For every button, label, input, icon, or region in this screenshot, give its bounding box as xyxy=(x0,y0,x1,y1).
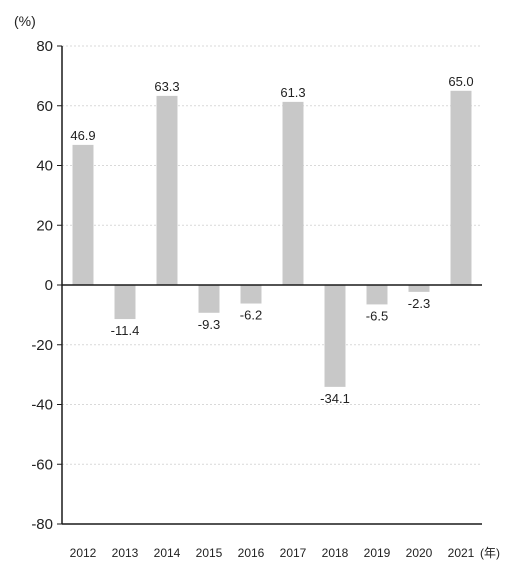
bars xyxy=(72,90,472,387)
y-tick-label: -40 xyxy=(31,397,53,414)
x-axis-unit-label: (年) xyxy=(480,546,500,560)
data-label-2019: -6.5 xyxy=(366,308,388,323)
data-label-2018: -34.1 xyxy=(320,391,350,406)
bar-2013 xyxy=(114,285,136,320)
bar-2019 xyxy=(366,285,388,305)
data-label-2014: 63.3 xyxy=(154,79,179,94)
x-tick-label: 2015 xyxy=(196,546,223,560)
data-label-2021: 65.0 xyxy=(448,74,473,89)
data-label-2016: -6.2 xyxy=(240,308,262,323)
x-tick-label: 2013 xyxy=(112,546,139,560)
y-tick-label: -60 xyxy=(31,456,53,473)
x-tick-label: 2016 xyxy=(238,546,265,560)
x-tick-labels: 2012 2013 2014 2015 2016 2017 2018 2019 2020 2021 xyxy=(70,546,475,560)
bar-2021 xyxy=(450,90,472,285)
bar-2020 xyxy=(408,285,430,292)
bar-2016 xyxy=(240,285,262,304)
x-tick-label: 2018 xyxy=(322,546,349,560)
bar-2012 xyxy=(72,144,94,285)
data-label-2013: -11.4 xyxy=(111,323,140,338)
x-tick-label: 2019 xyxy=(364,546,391,560)
data-label-2015: -9.3 xyxy=(198,317,220,332)
y-tick-label: 20 xyxy=(36,217,53,234)
axes xyxy=(57,45,482,525)
bar-2015 xyxy=(198,285,220,313)
bar-2017 xyxy=(282,101,304,286)
x-tick-label: 2021 xyxy=(448,546,475,560)
data-label-2012: 46.9 xyxy=(70,128,95,143)
y-tick-labels: 80 60 40 20 0 -20 -40 -60 -80 xyxy=(31,38,53,533)
grid-lines xyxy=(62,45,482,465)
bar-2018 xyxy=(324,285,346,387)
bar-2014 xyxy=(156,95,178,285)
data-label-2017: 61.3 xyxy=(280,85,305,100)
y-tick-label: 60 xyxy=(36,98,53,115)
x-tick-label: 2012 xyxy=(70,546,97,560)
y-tick-label: -20 xyxy=(31,337,53,354)
y-tick-label: -80 xyxy=(31,516,53,533)
y-tick-label: 80 xyxy=(36,38,53,55)
data-labels: 46.9 -11.4 63.3 -9.3 -6.2 61.3 -34.1 -6.5 -2.3 65… xyxy=(70,74,473,406)
data-label-2020: -2.3 xyxy=(408,296,430,311)
x-tick-label: 2020 xyxy=(406,546,433,560)
y-tick-label: 40 xyxy=(36,158,53,175)
x-tick-label: 2014 xyxy=(154,546,181,560)
y-tick-label: 0 xyxy=(45,277,53,294)
y-axis-unit-label: (%) xyxy=(14,13,36,29)
x-tick-label: 2017 xyxy=(280,546,307,560)
